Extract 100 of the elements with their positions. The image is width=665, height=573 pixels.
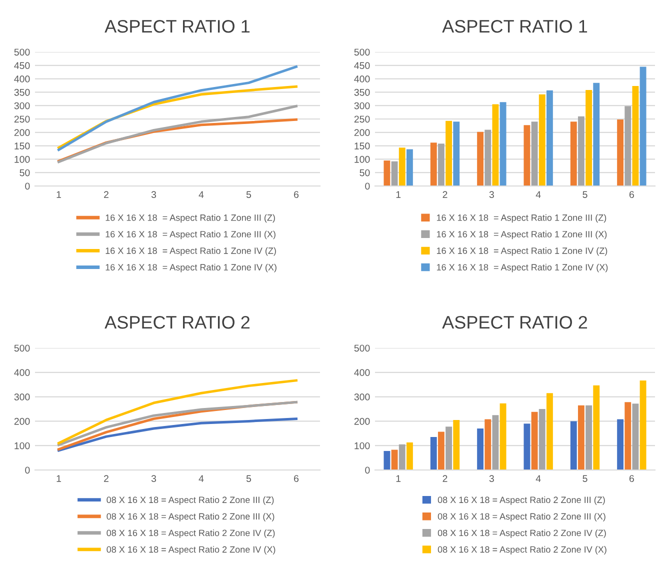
bar (531, 122, 538, 186)
bar (632, 86, 639, 186)
line-series (58, 379, 298, 444)
line-series (58, 418, 298, 452)
y-tick-label: 450 (14, 62, 30, 70)
y-tick-label: 500 (354, 344, 370, 352)
x-tick-label: 5 (246, 191, 252, 198)
bar (391, 161, 398, 186)
y-tick-label: 200 (14, 418, 30, 425)
legend-label: 16 X 16 X 18 = Aspect Ratio 1 Zone III (Z) (436, 214, 606, 223)
x-tick-label: 3 (151, 475, 156, 482)
bar (538, 94, 546, 186)
legend-label: 08 X 16 X 18 = Aspect Ratio 2 Zone III (X) (438, 512, 606, 522)
y-tick-label: 100 (354, 442, 370, 450)
x-tick-label: 2 (442, 191, 448, 198)
bar (640, 66, 646, 186)
y-tick-label: 300 (354, 394, 370, 400)
bar (430, 142, 437, 186)
line-series (58, 65, 298, 152)
y-tick-label: 200 (14, 129, 30, 136)
bar (570, 122, 577, 186)
bar (446, 426, 452, 470)
chart-title: ASPECT RATIO 2 (104, 316, 250, 329)
bar (477, 428, 484, 470)
y-tick-label: 400 (354, 76, 370, 82)
y-tick-label: 500 (354, 48, 370, 56)
x-tick-label: 4 (536, 191, 541, 198)
bar (398, 444, 406, 470)
y-tick-label: 250 (14, 116, 30, 123)
legend-label: 16 X 16 X 18 = Aspect Ratio 1 Zone III (X) (436, 230, 607, 240)
x-tick-label: 6 (629, 475, 634, 482)
legend-label: 08 X 16 X 18 = Aspect Ratio 2 Zone IV (X) (438, 546, 606, 554)
legend-label: 08 X 16 X 18 = Aspect Ratio 2 Zone III (Z) (438, 496, 605, 505)
x-tick-label: 5 (246, 475, 252, 482)
y-tick-label: 300 (14, 394, 30, 400)
x-tick-label: 1 (396, 191, 401, 198)
bar (524, 125, 530, 186)
bar (446, 120, 452, 186)
bar (384, 160, 390, 186)
bar (578, 405, 584, 470)
y-tick-label: 100 (14, 156, 30, 163)
bar (624, 106, 632, 186)
x-tick-label: 5 (582, 191, 588, 198)
bar (531, 412, 538, 470)
x-tick-label: 3 (489, 191, 494, 198)
x-tick-label: 1 (56, 475, 61, 482)
x-tick-label: 3 (151, 191, 156, 198)
y-tick-label: 100 (354, 156, 370, 163)
legend-label: 08 X 16 X 18 = Aspect Ratio 2 Zone IV (Z) (106, 530, 275, 538)
x-tick-label: 4 (198, 475, 204, 482)
bar (492, 415, 499, 470)
x-tick-label: 2 (442, 475, 448, 482)
y-tick-label: 0 (365, 182, 370, 190)
bar (398, 148, 406, 186)
bar (578, 116, 584, 186)
bar (453, 420, 460, 470)
y-tick-label: 50 (20, 169, 30, 176)
y-tick-label: 50 (360, 169, 370, 176)
legend-label: 16 X 16 X 18 = Aspect Ratio 1 Zone IV (Z) (106, 247, 276, 256)
y-tick-label: 400 (14, 369, 30, 376)
bar (586, 90, 592, 186)
y-tick-label: 0 (25, 182, 30, 190)
y-tick-label: 400 (14, 76, 30, 82)
legend-label: 08 X 16 X 18 = Aspect Ratio 2 Zone IV (Z) (438, 530, 606, 538)
y-tick-label: 150 (14, 142, 30, 150)
bar (492, 104, 499, 186)
y-tick-label: 200 (354, 129, 370, 136)
chart-title: ASPECT RATIO 1 (104, 20, 250, 33)
y-tick-label: 0 (25, 466, 30, 474)
bar (632, 404, 639, 470)
x-tick-label: 6 (294, 191, 299, 198)
bar (617, 419, 624, 470)
bar (586, 405, 592, 470)
chart-title: ASPECT RATIO 2 (442, 316, 588, 329)
y-tick-label: 200 (354, 418, 370, 425)
y-tick-label: 250 (354, 116, 370, 123)
legend-label: 08 X 16 X 18 = Aspect Ratio 2 Zone III (Z) (106, 496, 274, 505)
bar (384, 450, 390, 470)
bar (524, 424, 530, 470)
x-tick-label: 1 (396, 475, 401, 482)
x-tick-label: 2 (104, 475, 108, 482)
bar (640, 380, 646, 470)
bar (438, 144, 444, 186)
x-tick-label: 3 (489, 475, 494, 482)
legend-label: 16 X 16 X 18 = Aspect Ratio 1 Zone IV (Z) (436, 247, 608, 256)
bar (500, 403, 506, 470)
bar (624, 402, 632, 470)
y-tick-label: 500 (14, 48, 30, 56)
x-tick-label: 5 (582, 475, 588, 482)
x-tick-label: 6 (629, 191, 634, 198)
y-tick-label: 450 (354, 62, 370, 70)
bar (406, 442, 413, 470)
bar (593, 385, 600, 470)
bar (438, 432, 444, 470)
x-tick-label: 1 (56, 191, 61, 198)
y-tick-label: 150 (354, 142, 370, 150)
x-tick-label: 4 (198, 191, 204, 198)
bar (546, 90, 553, 186)
x-tick-label: 4 (536, 475, 541, 482)
bar (546, 393, 553, 470)
